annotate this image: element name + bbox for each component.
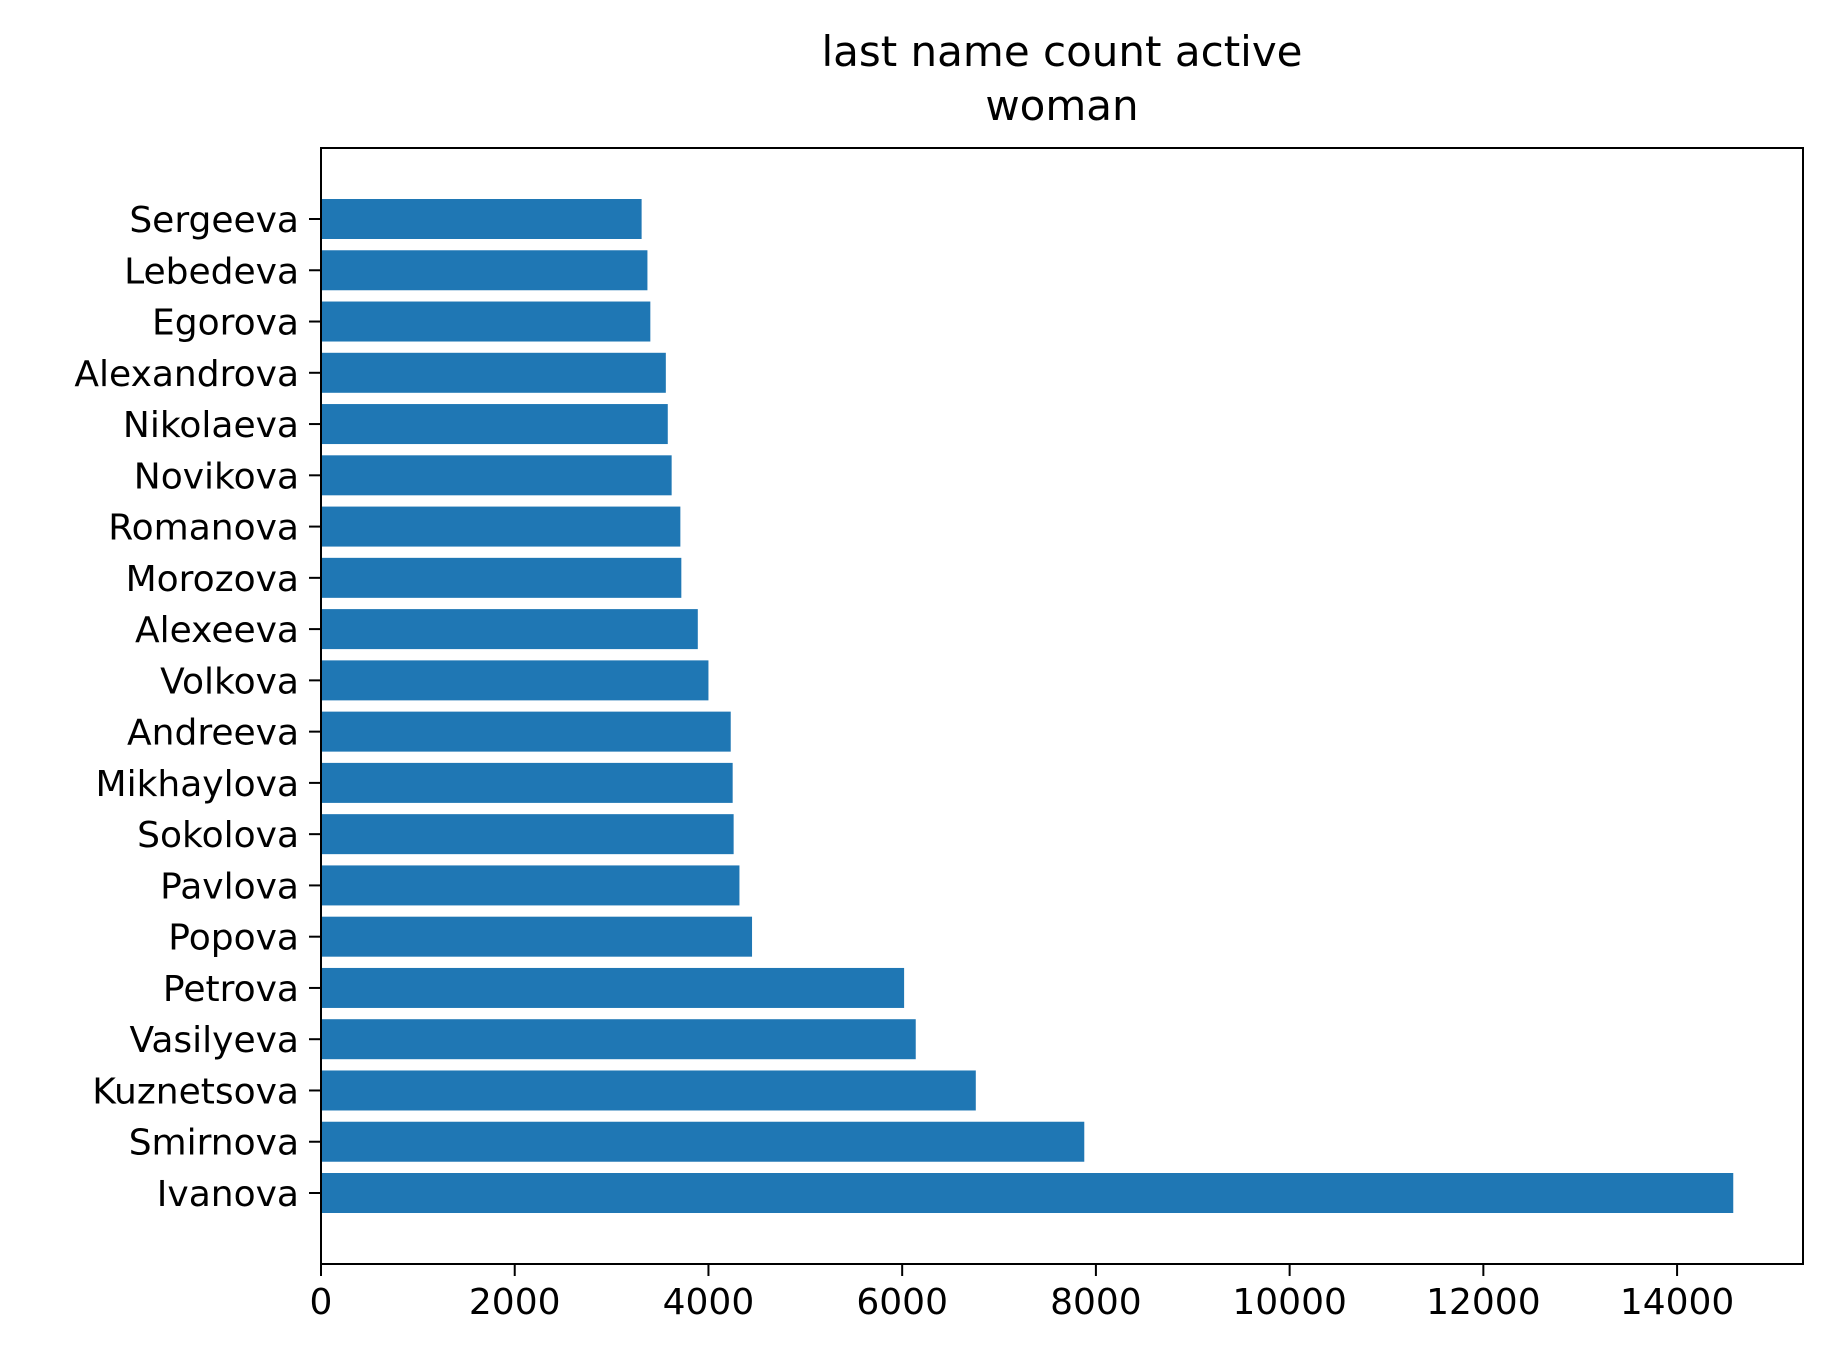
x-tick-label: 12000 (1426, 1282, 1541, 1323)
y-axis: Ivanova Smirnova Kuznetsova Vasilyeva Petrov… (74, 200, 321, 1215)
bar-lebedeva (321, 250, 648, 291)
bar-morozova (321, 557, 682, 598)
bar-kuznetsova (321, 1070, 976, 1111)
bar-romanova (321, 506, 681, 547)
chart-title: last name count active woman (821, 27, 1302, 130)
y-tick-label: Nikolaeva (123, 405, 299, 446)
y-tick-label: Vasilyeva (130, 1020, 299, 1061)
y-tick-label: Alexandrova (74, 354, 299, 395)
x-tick-label: 10000 (1232, 1282, 1347, 1323)
bar-egorova (321, 301, 651, 342)
bars (321, 199, 1734, 1213)
y-tick-label: Romanova (108, 508, 299, 549)
y-tick-label: Volkova (160, 661, 299, 702)
bar-smirnova (321, 1121, 1085, 1162)
y-tick-label: Petrova (163, 969, 299, 1010)
bar-vasilyeva (321, 1019, 916, 1060)
x-axis: 0 2000 4000 6000 8000 10000 12000 14000 (310, 1264, 1735, 1323)
y-tick-label: Mikhaylova (96, 764, 299, 805)
x-tick-label: 4000 (663, 1282, 755, 1323)
x-tick-label: 14000 (1620, 1282, 1735, 1323)
chart-title-line: last name count active (821, 27, 1302, 76)
bar-alexeeva (321, 609, 698, 650)
bar-novikova (321, 455, 672, 496)
bar-nikolaeva (321, 404, 668, 445)
bar-popova (321, 916, 753, 957)
bar-pavlova (321, 865, 740, 906)
y-tick-label: Sokolova (137, 815, 299, 856)
bar-sergeeva (321, 199, 642, 239)
y-tick-label: Lebedeva (124, 251, 299, 292)
bar-petrova (321, 967, 905, 1008)
bar-andreeva (321, 711, 731, 752)
chart-title-line: woman (985, 81, 1138, 130)
y-tick-label: Kuznetsova (92, 1071, 299, 1112)
y-tick-label: Ivanova (157, 1174, 299, 1215)
y-tick-label: Egorova (152, 303, 299, 344)
x-tick-label: 8000 (1050, 1282, 1142, 1323)
bar-alexandrova (321, 352, 666, 393)
y-tick-label: Novikova (134, 456, 299, 497)
y-tick-label: Pavlova (160, 866, 299, 907)
y-tick-label: Morozova (126, 559, 299, 600)
plot-frame (320, 147, 1804, 1265)
bar-ivanova (321, 1173, 1734, 1213)
bar-mikhaylova (321, 762, 733, 803)
y-tick-label: Popova (168, 918, 299, 959)
y-tick-label: Smirnova (129, 1123, 299, 1164)
x-tick-label: 6000 (856, 1282, 948, 1323)
y-tick-label: Sergeeva (129, 200, 299, 241)
bar-sokolova (321, 814, 734, 855)
bar-volkova (321, 660, 709, 701)
y-tick-label: Alexeeva (135, 610, 299, 651)
x-tick-label: 2000 (469, 1282, 561, 1323)
x-tick-label: 0 (310, 1282, 333, 1323)
y-tick-label: Andreeva (127, 713, 299, 754)
